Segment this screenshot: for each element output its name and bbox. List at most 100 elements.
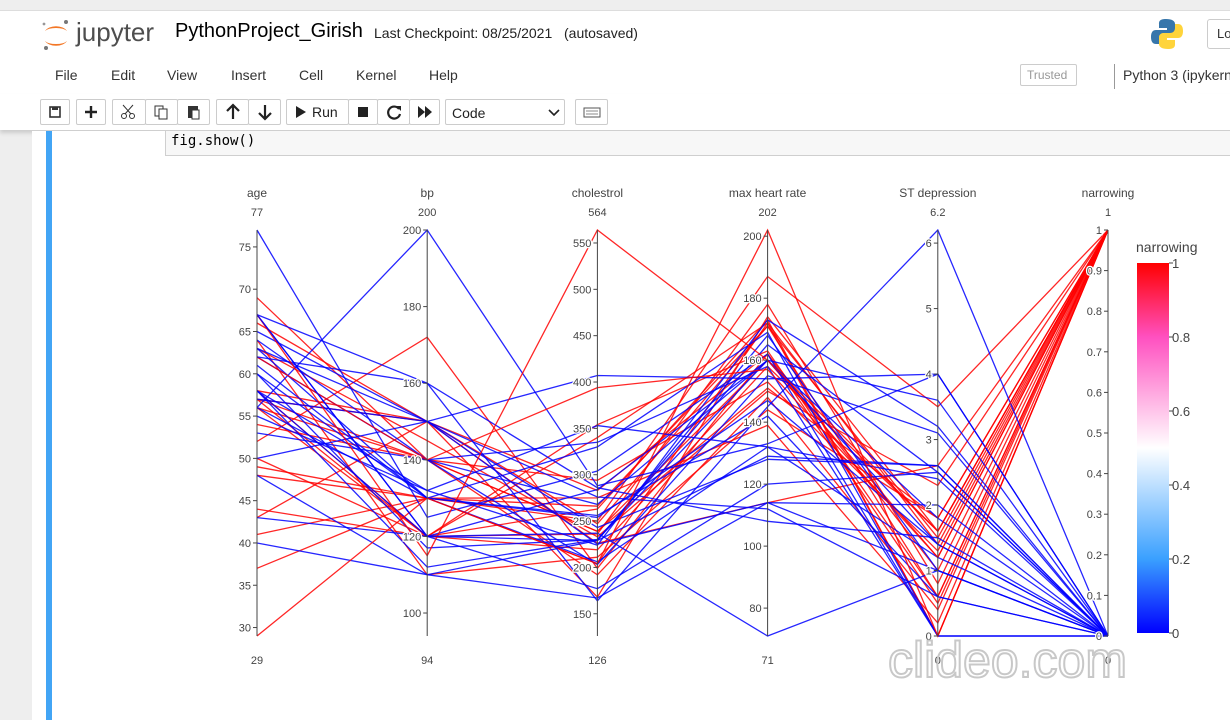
kernel-name: Python 3 (ipykern: [1114, 64, 1230, 89]
tick-label: 0.4: [1087, 469, 1102, 481]
axis-title: ST depression: [899, 186, 976, 200]
record-line: [256, 471, 1109, 637]
tick-label: 180: [403, 302, 421, 314]
record-line: [256, 415, 1109, 637]
record-line: [256, 374, 1109, 637]
tick-label: 200: [573, 562, 591, 574]
autosaved: (autosaved): [564, 25, 638, 41]
run-button[interactable]: Run: [286, 99, 349, 125]
code-cell[interactable]: fig.show(): [165, 130, 1230, 156]
record-line: [256, 359, 1109, 637]
record-line: [256, 228, 1109, 637]
logo-text: jupyter: [76, 17, 155, 47]
record-line: [256, 347, 1109, 637]
menu-item[interactable]: Insert: [231, 67, 267, 83]
record-line: [256, 229, 1109, 565]
record-line: [256, 502, 1109, 637]
record-line: [256, 319, 1109, 637]
record-line: [256, 229, 1109, 559]
tick-label: 350: [573, 423, 591, 435]
tick-label: 65: [239, 327, 251, 339]
tick-label: 6: [926, 238, 932, 250]
toolbar: Run Code: [0, 94, 1230, 130]
notebook-name[interactable]: PythonProject_Girish: [175, 20, 363, 42]
tick-label: 0: [1096, 631, 1102, 643]
tick-label: 120: [403, 531, 421, 543]
checkpoint: Last Checkpoint: 08/25/2021: [374, 25, 553, 41]
menu-item[interactable]: View: [167, 67, 198, 83]
record-line: [256, 229, 1109, 569]
paste-button[interactable]: [177, 99, 210, 125]
keyboard-button[interactable]: [575, 99, 608, 125]
menu-item[interactable]: Cell: [299, 67, 324, 83]
tick-label: 30: [239, 623, 251, 635]
save-button[interactable]: [40, 99, 70, 125]
range-min-label: 29: [251, 655, 263, 667]
range-min-label: 126: [588, 655, 606, 667]
trusted-indicator[interactable]: Trusted: [1020, 64, 1077, 86]
range-max-label: 202: [758, 207, 776, 219]
range-min-label: 0: [935, 655, 941, 667]
tick-label: 2: [926, 500, 932, 512]
tick-label: 120: [743, 479, 761, 491]
tick-label: 180: [743, 293, 761, 305]
tick-label: 300: [573, 470, 591, 482]
colorbar-tick-label: 0.2: [1172, 552, 1190, 567]
record-line: [256, 343, 1109, 637]
tick-label: 40: [239, 538, 251, 550]
tick-label: 80: [749, 603, 761, 615]
insert-button[interactable]: [76, 99, 106, 125]
tick-label: 450: [573, 331, 591, 343]
range-max-label: 6.2: [930, 207, 945, 219]
run-all-button[interactable]: [409, 99, 440, 125]
range-max-label: 77: [251, 207, 263, 219]
menu-item[interactable]: Edit: [111, 67, 136, 83]
notebook: [32, 131, 1230, 720]
python-logo: [1151, 19, 1183, 49]
range-min-label: 71: [761, 655, 773, 667]
record-line: [256, 229, 1109, 599]
tick-label: 50: [239, 453, 251, 465]
menu-item[interactable]: Help: [429, 67, 458, 83]
colorbar-tick-label: 0.6: [1172, 404, 1190, 419]
tick-label: 0.5: [1087, 428, 1102, 440]
move-down-button[interactable]: [248, 99, 281, 125]
tick-label: 4: [926, 369, 932, 381]
logout-button[interactable]: Lo: [1207, 19, 1230, 49]
cell-type-select[interactable]: Code: [445, 99, 565, 125]
colorbar-tick-label: 0: [1172, 626, 1179, 641]
tick-label: 75: [239, 242, 251, 254]
axis-title: max heart rate: [729, 186, 807, 200]
menu-item[interactable]: Kernel: [356, 67, 397, 83]
tick-label: 0.6: [1087, 387, 1102, 399]
tick-label: 100: [743, 541, 761, 553]
menu-item[interactable]: File: [55, 67, 78, 83]
axis-title: narrowing: [1082, 186, 1135, 200]
record-line: [256, 359, 1109, 637]
record-line: [256, 229, 1109, 612]
axis-title: age: [247, 186, 267, 200]
cell-type: Code: [452, 105, 486, 121]
tick-label: 0.8: [1087, 306, 1102, 318]
selected-cell-marker: [46, 131, 52, 720]
record-line: [256, 420, 1109, 637]
stop-button[interactable]: [348, 99, 378, 125]
tick-label: 550: [573, 238, 591, 250]
tick-label: 45: [239, 496, 251, 508]
tick-label: 150: [573, 609, 591, 621]
range-max-label: 200: [418, 207, 436, 219]
record-line: [256, 229, 1109, 557]
colorbar-tick-label: 0.4: [1172, 478, 1190, 493]
tick-label: 140: [743, 417, 761, 429]
colorbar: [1137, 263, 1169, 633]
header: jupyter PythonProject_Girish Last Checkp…: [0, 10, 1230, 59]
tick-label: 200: [743, 231, 761, 243]
tick-label: 100: [403, 608, 421, 620]
move-up-button[interactable]: [216, 99, 249, 125]
record-line: [256, 228, 1109, 638]
record-line: [256, 229, 1109, 625]
tick-label: 0: [926, 631, 932, 643]
tick-label: 500: [573, 284, 591, 296]
